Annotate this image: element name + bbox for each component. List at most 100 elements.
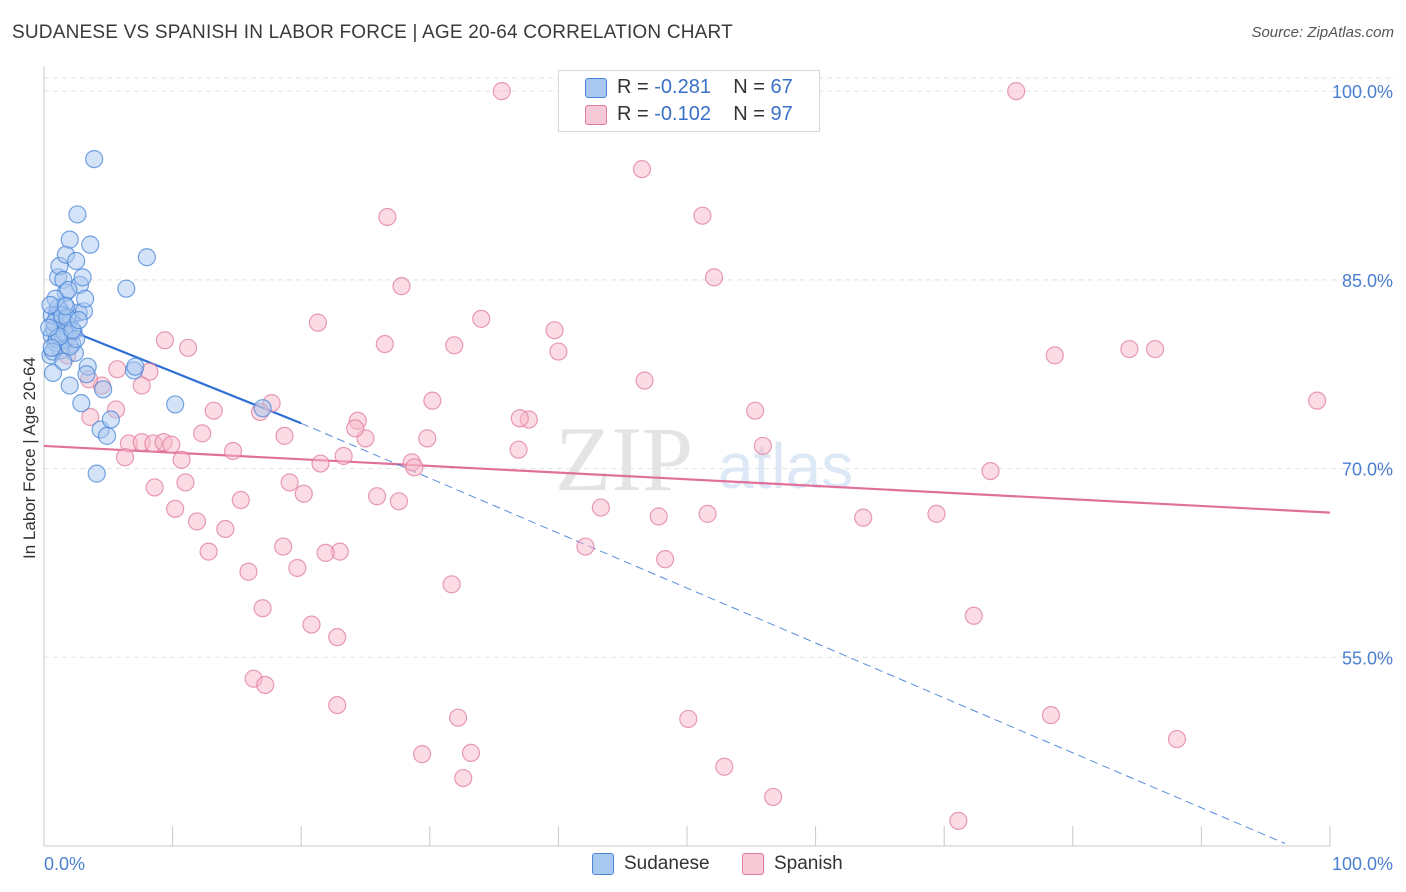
spanish-point [231, 490, 250, 510]
spanish-point [193, 424, 212, 443]
bottom-swatch-sudanese [592, 853, 614, 875]
spanish-point [510, 409, 529, 428]
sudanese-point [56, 297, 75, 316]
spanish-point [693, 206, 712, 225]
watermark-zip: ZIP [555, 408, 693, 510]
spanish-point [132, 376, 151, 395]
spanish-point [1120, 339, 1139, 359]
spanish-point [549, 342, 568, 361]
sudanese-point [101, 410, 120, 429]
x-tick-label: 100.0% [1332, 854, 1393, 874]
spanish-point [187, 512, 207, 531]
spanish-point [223, 441, 243, 461]
y-tick-label: 70.0% [1342, 460, 1393, 480]
spanish-point [216, 519, 235, 539]
spanish-point [418, 429, 437, 448]
spanish-trend-line [43, 444, 1331, 514]
spanish-point [715, 757, 734, 776]
legend-swatch-sudanese [585, 78, 607, 98]
sudanese-point [67, 251, 86, 271]
spanish-point [328, 628, 347, 647]
sudanese-point [77, 365, 96, 384]
spanish-point [492, 82, 511, 101]
spanish-point [302, 615, 321, 634]
spanish-point [389, 492, 409, 511]
spanish-point [949, 811, 968, 830]
axis-layer: 55.0% 70.0% 85.0% 100.0% 0.0% 100.0% [43, 66, 1393, 874]
spanish-point [1041, 706, 1061, 725]
sudanese-point [97, 426, 117, 445]
spanish-point [981, 461, 1000, 481]
sudanese-point [43, 363, 63, 383]
bottom-swatch-spanish [742, 853, 764, 875]
spanish-point [927, 504, 946, 523]
spanish-point [576, 537, 595, 556]
sudanese-point [87, 464, 106, 483]
spanish-point [367, 487, 387, 506]
sudanese-point [60, 376, 79, 395]
spanish-point [375, 334, 394, 354]
spanish-point [704, 268, 724, 287]
sudanese-point [85, 149, 104, 169]
spanish-point [1007, 82, 1026, 101]
spanish-point [253, 599, 272, 618]
spanish-point [162, 435, 181, 454]
spanish-point [753, 436, 772, 456]
sudanese-point [126, 357, 145, 376]
spanish-point [204, 401, 223, 420]
sudanese-point [137, 248, 156, 267]
spanish-point [172, 450, 191, 469]
stats-legend: R = -0.281 N = 67 R = -0.102 N = 97 [558, 70, 820, 132]
sudanese-point [72, 394, 91, 413]
sudanese-point [54, 352, 73, 371]
y-axis-label: In Labor Force | Age 20-64 [20, 357, 39, 559]
spanish-point [308, 313, 328, 332]
spanish-point [412, 745, 432, 764]
spanish-point [635, 371, 654, 390]
x-tick-label: 0.0% [44, 854, 85, 874]
spanish-point [445, 336, 464, 355]
spanish-point [311, 454, 330, 473]
sudanese-point [117, 279, 136, 298]
spanish-point [346, 419, 365, 438]
spanish-point [280, 473, 299, 492]
spanish-point [698, 504, 717, 523]
sudanese-point [59, 280, 78, 300]
sudanese-point [41, 295, 60, 315]
sudanese-point [73, 268, 92, 287]
spanish-point [591, 498, 610, 517]
bottom-label-spanish: Spanish [774, 853, 843, 874]
watermark-atlas: atlas [718, 430, 853, 502]
source-label: Source: ZipAtlas.com [1251, 24, 1394, 41]
legend-text-spanish: R = -0.102 N = 97 [617, 103, 793, 125]
spanish-point [448, 708, 468, 727]
spanish-point [1167, 729, 1187, 749]
spanish-point [1308, 391, 1327, 410]
sudanese-point [42, 338, 61, 357]
y-tick-label: 85.0% [1342, 271, 1393, 291]
spanish-point [964, 606, 983, 625]
spanish-point [632, 160, 652, 179]
spanish-point [405, 458, 424, 477]
spanish-point [472, 309, 491, 328]
spanish-point [294, 484, 313, 503]
spanish-point [423, 391, 442, 410]
spanish-point [256, 675, 275, 695]
sudanese-point [81, 235, 100, 254]
spanish-point [649, 507, 668, 526]
spanish-point [275, 426, 294, 445]
spanish-point [679, 709, 698, 729]
spanish-point [392, 277, 411, 296]
spanish-point [81, 407, 100, 427]
trend-layer [43, 319, 1331, 844]
spanish-point [274, 537, 293, 556]
spanish-point [145, 478, 164, 497]
sudanese-point [40, 318, 59, 337]
spanish-point [166, 499, 185, 518]
spanish-point [545, 321, 564, 340]
spanish-point [1146, 339, 1165, 359]
spanish-point [176, 473, 195, 492]
spanish-point [328, 695, 347, 715]
spanish-point [108, 360, 127, 379]
